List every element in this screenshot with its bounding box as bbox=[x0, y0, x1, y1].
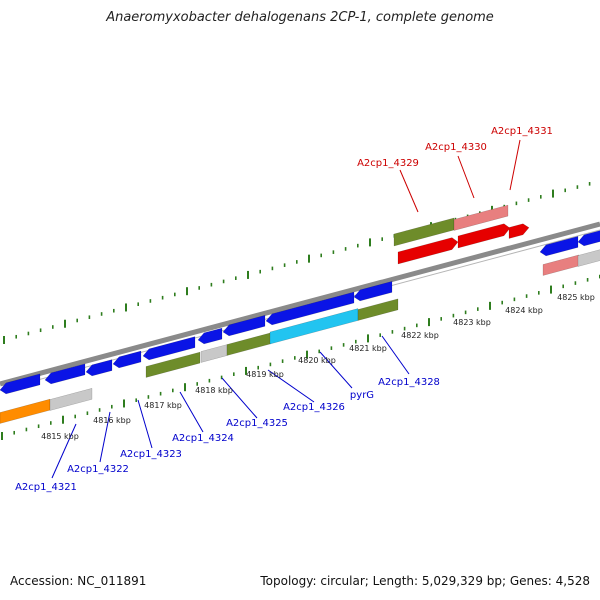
scale-labels: 4815 kbp 4816 kbp 4817 kbp 4818 kbp 4819 kbp… bbox=[41, 293, 595, 441]
gene-orange bbox=[0, 398, 51, 424]
gene-blue bbox=[222, 314, 266, 337]
gene-cyan bbox=[269, 308, 359, 345]
inner-tick-track bbox=[1, 274, 600, 440]
callout-line bbox=[509, 139, 521, 191]
gene-olive bbox=[226, 332, 272, 356]
gene-gray bbox=[200, 344, 228, 363]
gene-pink bbox=[453, 204, 509, 231]
gene-blue bbox=[265, 291, 355, 326]
gene-blue bbox=[0, 373, 41, 395]
scale-label: 4817 kbp bbox=[144, 401, 182, 410]
gene-label: A2cp1_4329 bbox=[357, 158, 419, 169]
scale-label: 4820 kbp bbox=[298, 356, 336, 365]
accession-text: Accession: NC_011891 bbox=[10, 574, 147, 588]
gene-red bbox=[397, 237, 459, 265]
callout-line bbox=[399, 169, 419, 213]
scale-label: 4816 kbp bbox=[93, 416, 131, 425]
scale-label: 4823 kbp bbox=[453, 318, 491, 327]
gene-blue bbox=[85, 359, 113, 377]
scale-label: 4815 kbp bbox=[41, 432, 79, 441]
scale-label: 4819 kbp bbox=[246, 370, 284, 379]
gene-olive bbox=[145, 351, 201, 378]
gene-label: pyrG bbox=[350, 390, 374, 401]
gene-olive bbox=[357, 298, 399, 321]
gene-pink bbox=[542, 254, 580, 276]
gene-blue bbox=[539, 236, 579, 257]
scale-label: 4818 kbp bbox=[195, 386, 233, 395]
gene-label: A2cp1_4323 bbox=[120, 449, 182, 460]
gene-blue bbox=[44, 363, 86, 385]
topology-text: Topology: circular; Length: 5,029,329 bp… bbox=[260, 574, 590, 588]
map-title: Anaeromyxobacter dehalogenans 2CP-1, com… bbox=[106, 10, 494, 25]
callout-line bbox=[319, 351, 353, 389]
scale-label: 4824 kbp bbox=[505, 306, 543, 315]
gene-label: A2cp1_4330 bbox=[425, 142, 487, 153]
gene-red bbox=[457, 223, 511, 249]
backbone-line-outer bbox=[0, 221, 600, 387]
gene-gray bbox=[577, 249, 600, 267]
gene-blue bbox=[577, 230, 600, 247]
gene-callouts: A2cp1_4329 A2cp1_4330 A2cp1_4331 A2cp1_4321… bbox=[15, 126, 553, 493]
gene-red bbox=[508, 223, 530, 239]
gene-blue bbox=[112, 350, 142, 369]
outer-tick-track bbox=[3, 182, 591, 344]
gene-label: A2cp1_4328 bbox=[378, 377, 440, 388]
gene-gray bbox=[49, 387, 93, 411]
callout-line bbox=[457, 155, 475, 199]
gene-label: A2cp1_4331 bbox=[491, 126, 553, 137]
gene-label: A2cp1_4321 bbox=[15, 482, 77, 493]
callout-line bbox=[51, 423, 77, 479]
callout-line bbox=[99, 411, 111, 463]
callout-line bbox=[179, 391, 204, 433]
gene-blue bbox=[197, 327, 223, 345]
gene-features bbox=[0, 204, 600, 424]
gene-label: A2cp1_4324 bbox=[172, 433, 234, 444]
callout-line bbox=[267, 369, 315, 403]
scale-label: 4822 kbp bbox=[401, 331, 439, 340]
gene-label: A2cp1_4322 bbox=[67, 464, 129, 475]
callout-line bbox=[381, 335, 410, 375]
scale-label: 4825 kbp bbox=[557, 293, 595, 302]
scale-label: 4821 kbp bbox=[349, 344, 387, 353]
gene-blue bbox=[353, 281, 393, 302]
gene-label: A2cp1_4326 bbox=[283, 402, 345, 413]
gene-label: A2cp1_4325 bbox=[226, 418, 288, 429]
gene-blue bbox=[142, 336, 196, 361]
callout-line bbox=[137, 399, 153, 449]
callout-line bbox=[221, 377, 258, 419]
